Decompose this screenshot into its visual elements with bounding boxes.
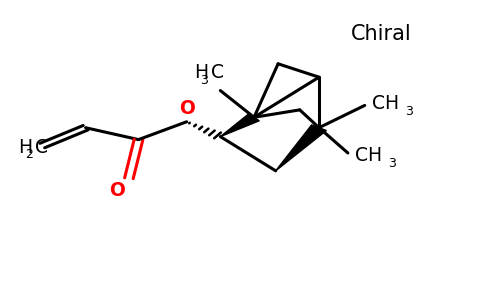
Text: O: O	[109, 181, 125, 200]
Polygon shape	[276, 125, 326, 171]
Text: C: C	[35, 137, 48, 157]
Text: 3: 3	[388, 157, 396, 170]
Text: 2: 2	[25, 148, 32, 161]
Text: 3: 3	[405, 105, 412, 118]
Text: Chiral: Chiral	[351, 24, 412, 44]
Text: H: H	[194, 63, 208, 82]
Text: C: C	[211, 63, 224, 82]
Text: CH: CH	[372, 94, 399, 113]
Text: H: H	[18, 137, 32, 157]
Polygon shape	[220, 114, 259, 136]
Text: O: O	[179, 99, 195, 118]
Text: CH: CH	[355, 146, 382, 165]
Text: 3: 3	[200, 74, 208, 87]
